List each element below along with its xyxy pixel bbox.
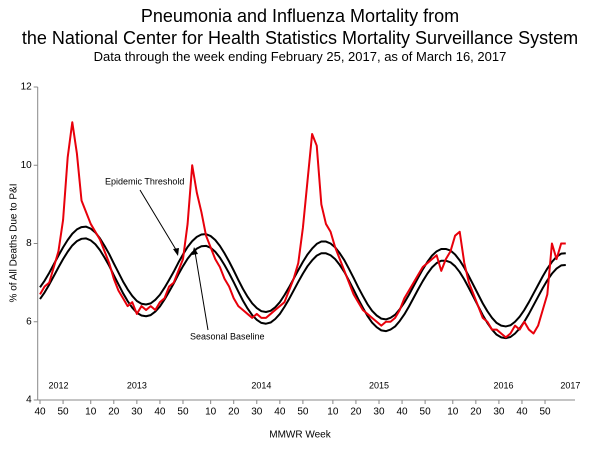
annotation: Epidemic Threshold	[105, 176, 184, 186]
year-label: 2014	[251, 380, 271, 390]
y-tick-label: 8	[26, 238, 32, 249]
annotation-arrow	[139, 189, 179, 254]
x-tick-label: 30	[493, 407, 505, 418]
year-label: 2016	[493, 380, 513, 390]
x-tick-label: 20	[350, 407, 362, 418]
x-tick-label: 30	[373, 407, 385, 418]
y-tick-label: 4	[26, 395, 32, 406]
x-tick-label: 50	[420, 407, 432, 418]
x-tick-label: 10	[327, 407, 339, 418]
year-label: 2017	[560, 380, 580, 390]
arrowhead	[173, 248, 179, 256]
x-tick-label: 20	[470, 407, 482, 418]
x-tick-label: 40	[516, 407, 528, 418]
x-tick-label: 10	[85, 407, 97, 418]
x-tick-label: 50	[58, 407, 70, 418]
x-tick-label: 40	[154, 407, 166, 418]
chart-subtitle: Data through the week ending February 25…	[94, 49, 507, 64]
chart-title: Pneumonia and Influenza Mortality from	[141, 6, 459, 26]
chart-title: the National Center for Health Statistic…	[22, 28, 578, 48]
year-label: 2015	[369, 380, 389, 390]
x-tick-label: 40	[396, 407, 408, 418]
x-tick-label: 40	[274, 407, 286, 418]
annotation: Seasonal Baseline	[190, 331, 265, 341]
annotation-arrow	[194, 251, 209, 331]
year-label: 2012	[48, 380, 68, 390]
y-tick-label: 12	[21, 82, 33, 93]
x-tick-label: 30	[251, 407, 263, 418]
y-axis-title: % of All Deaths Due to P&I	[9, 184, 20, 303]
y-tick-label: 6	[26, 316, 32, 327]
x-tick-label: 50	[539, 407, 551, 418]
year-label: 2013	[127, 380, 147, 390]
series-line	[39, 225, 566, 328]
x-tick-label: 20	[108, 407, 120, 418]
x-tick-label: 20	[228, 407, 240, 418]
x-tick-label: 50	[297, 407, 309, 418]
x-axis-title: MMWR Week	[269, 430, 331, 441]
y-tick-label: 10	[21, 160, 33, 171]
x-tick-label: 40	[34, 407, 46, 418]
series-line	[39, 237, 566, 340]
series-line	[39, 121, 566, 339]
x-tick-label: 10	[447, 407, 459, 418]
x-tick-label: 10	[205, 407, 217, 418]
x-tick-label: 50	[177, 407, 189, 418]
x-tick-label: 30	[131, 407, 143, 418]
